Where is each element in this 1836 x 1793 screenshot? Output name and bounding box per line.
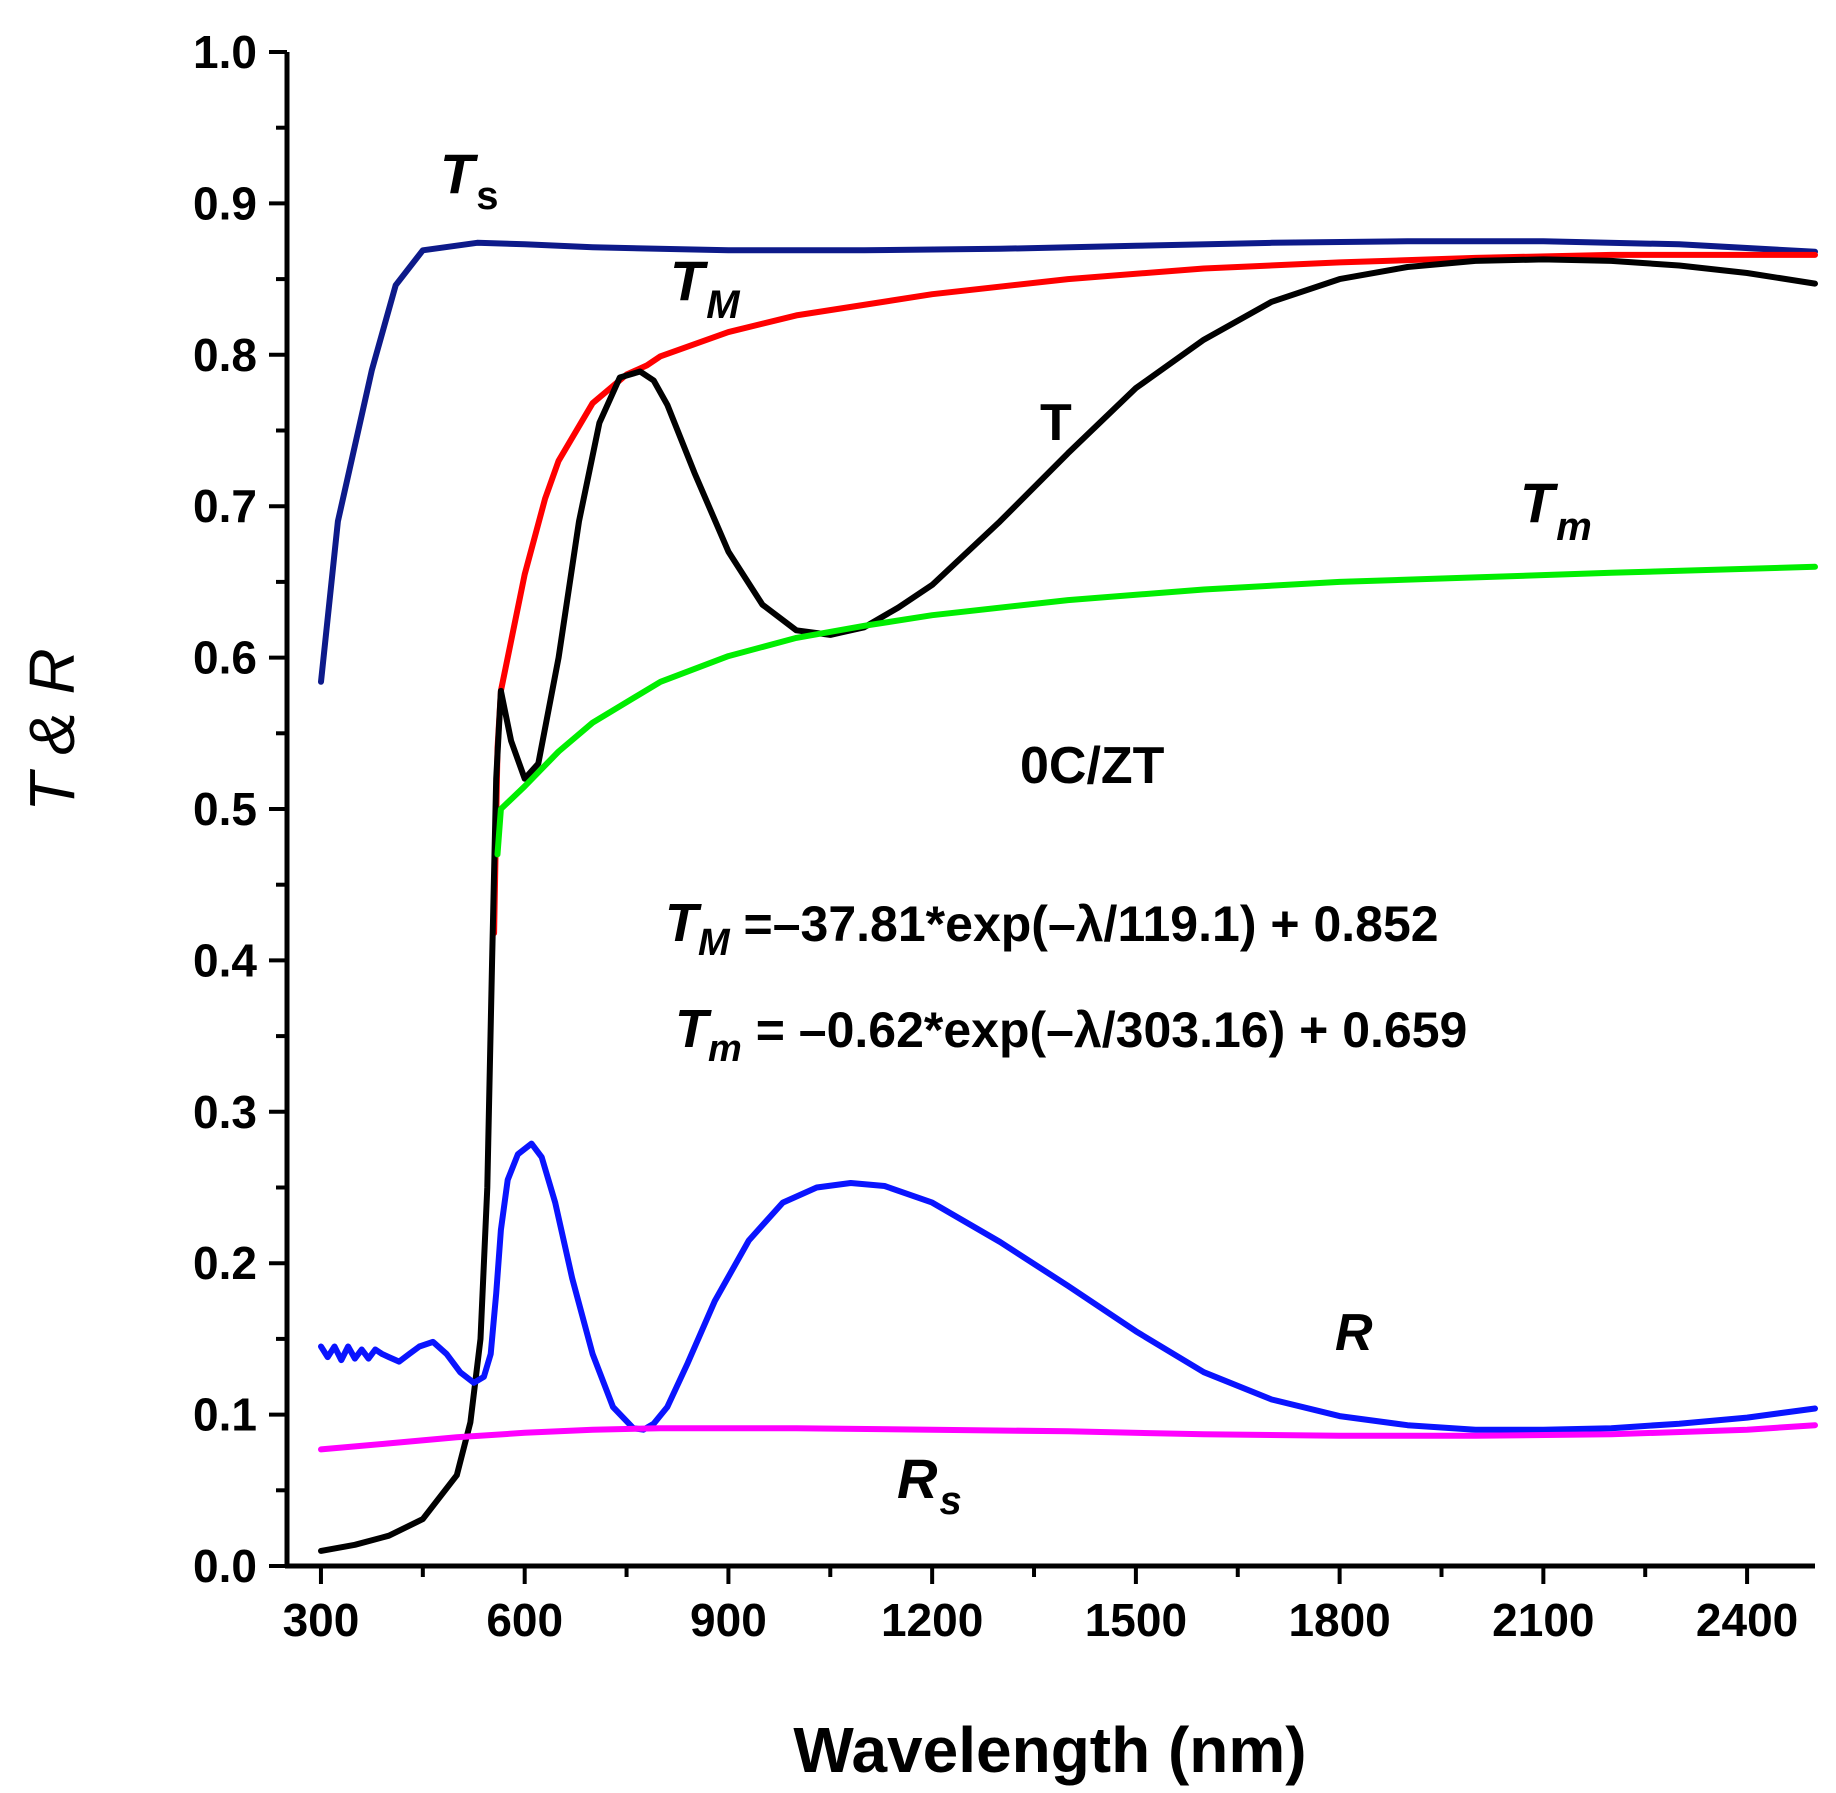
series-label-r: R [1335,1304,1373,1362]
y-tick-label: 0.2 [193,1237,257,1289]
equation-tm-upper: TM =–37.81*exp(–λ/119.1) + 0.852 [665,893,1439,964]
series-label-rs: Rs [897,1447,962,1523]
series-line-t [318,256,1818,1554]
x-tick-label: 300 [283,1594,360,1646]
y-axis-title: T & R [16,648,88,812]
series-label-ts-sub: s [476,174,498,218]
y-tick-label: 0.5 [193,783,257,835]
series-label-tm-lower-main: T [1520,471,1559,534]
x-tick-label: 1500 [1085,1594,1187,1646]
equation-tm-lower: Tm = –0.62*exp(–λ/303.16) + 0.659 [675,999,1467,1070]
y-tick-label: 0.9 [193,177,257,229]
equation-tm-lower-text: = –0.62*exp(–λ/303.16) + 0.659 [742,1002,1468,1058]
series-label-rs-main: R [897,1447,938,1510]
series-line-rs [318,1422,1818,1453]
series-label-tm-lower-sub: m [1556,505,1592,549]
y-tick-label: 1.0 [193,26,257,78]
series-layer [318,238,1818,1554]
x-tick-label: 900 [690,1594,767,1646]
x-tick-label: 2400 [1696,1594,1798,1646]
series-label-tm-upper-sub: M [706,283,741,327]
series-line-tm [491,251,1818,937]
series-label-rs-sub: s [939,1479,961,1523]
equation-tm-upper-symbol: T [665,893,702,953]
y-tick-label: 0.7 [193,480,257,532]
x-axis-title: Wavelength (nm) [793,1714,1306,1786]
sample-label: 0C/ZT [1020,737,1165,795]
series-label-ts-main: T [440,142,479,205]
y-tick-label: 0.3 [193,1086,257,1138]
series-label-tm-upper: TM [670,249,741,327]
y-tick-label: 0.6 [193,632,257,684]
series-label-tm-upper-main: T [670,249,709,312]
series-label-t: T [1040,394,1072,452]
x-tick-label: 2100 [1492,1594,1594,1646]
x-tick-label: 600 [486,1594,563,1646]
equation-tm-lower-symbol: T [675,999,712,1059]
y-tick-label: 0.8 [193,329,257,381]
series-line-r [318,1140,1818,1433]
series-label-tm-lower: Tm [1520,471,1592,549]
ticks-layer: 0.0 0.1 0.2 0.3 0.4 0.5 0.6 0.7 0.8 0.9 1.0 300 600 9… [193,26,1798,1646]
x-tick-label: 1800 [1288,1594,1390,1646]
series-label-ts: Ts [440,142,498,218]
equation-tm-upper-text: =–37.81*exp(–λ/119.1) + 0.852 [730,896,1439,952]
y-tick-label: 0.4 [193,934,257,986]
y-tick-label: 0.1 [193,1389,257,1441]
equation-tm-upper-sub: M [698,922,731,964]
x-tick-label: 1200 [881,1594,983,1646]
series-line-ts [318,238,1818,685]
series-line-tm-lower [494,563,1818,858]
equation-tm-lower-sub: m [708,1028,742,1070]
y-tick-label: 0.0 [193,1540,257,1592]
